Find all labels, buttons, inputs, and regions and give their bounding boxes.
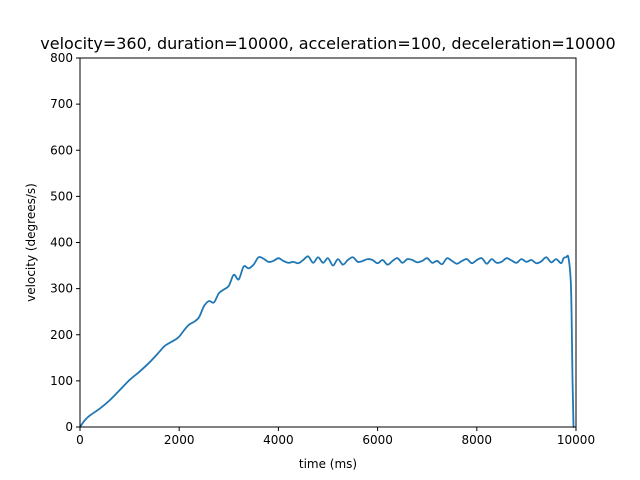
x-tick-label: 0 <box>76 433 84 447</box>
y-axis-label: velocity (degrees/s) <box>24 183 38 302</box>
y-tick-label: 400 <box>50 236 73 250</box>
x-axis-ticks: 0 2000 4000 6000 8000 10000 <box>76 427 595 447</box>
y-tick-label: 300 <box>50 282 73 296</box>
y-axis-ticks: 0 100 200 300 400 500 600 700 800 <box>50 51 80 434</box>
y-tick-label: 800 <box>50 51 73 65</box>
x-tick-label: 4000 <box>263 433 294 447</box>
axes-frame <box>79 57 577 428</box>
y-tick-label: 700 <box>50 97 73 111</box>
x-tick-label: 10000 <box>557 433 595 447</box>
x-axis-label: time (ms) <box>299 457 357 471</box>
y-tick-label: 0 <box>65 420 73 434</box>
y-tick-label: 600 <box>50 143 73 157</box>
x-tick-label: 2000 <box>164 433 195 447</box>
y-tick-label: 500 <box>50 189 73 203</box>
y-tick-label: 200 <box>50 328 73 342</box>
x-tick-label: 8000 <box>462 433 493 447</box>
y-tick-label: 100 <box>50 374 73 388</box>
chart-title: velocity=360, duration=10000, accelerati… <box>40 34 615 53</box>
plot-area <box>79 254 575 428</box>
x-tick-label: 6000 <box>362 433 393 447</box>
velocity-series-line <box>79 254 575 428</box>
